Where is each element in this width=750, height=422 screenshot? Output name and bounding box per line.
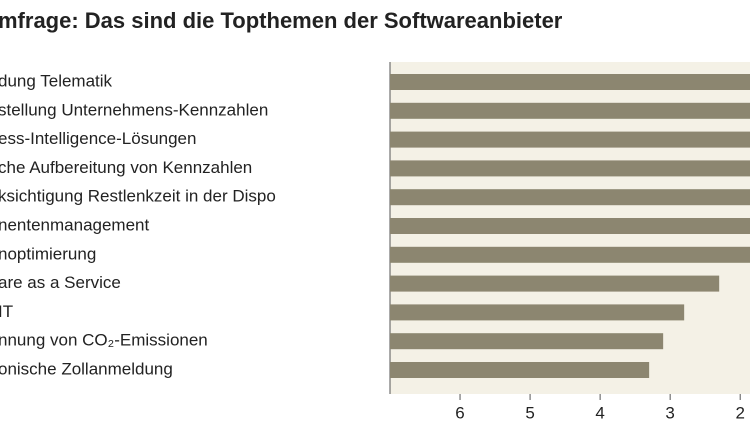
category-label: ess-Intelligence-Lösungen — [0, 129, 196, 148]
category-label: che Aufbereitung von Kennzahlen — [0, 158, 252, 177]
bar — [390, 362, 650, 378]
category-label: noptimierung — [0, 244, 96, 263]
bar — [390, 246, 750, 263]
chart-title: mfrage: Das sind die Topthemen der Softw… — [0, 8, 563, 33]
bar — [390, 74, 750, 90]
x-tick-label: 2 — [735, 403, 744, 422]
bar — [390, 218, 750, 234]
bar — [390, 304, 685, 321]
category-label: nentenmanagement — [0, 215, 150, 234]
x-tick-label: 6 — [455, 403, 464, 422]
bar — [390, 333, 664, 350]
category-label: ksichtigung Restlenkzeit in der Dispo — [0, 187, 276, 206]
category-label: IT — [0, 302, 13, 321]
bar — [390, 102, 750, 119]
bar — [390, 189, 750, 206]
bar — [390, 131, 750, 148]
x-tick-label: 4 — [595, 403, 604, 422]
category-label: onische Zollanmeldung — [0, 359, 173, 378]
category-label: nnung von CO₂-Emissionen — [0, 331, 208, 350]
category-label: stellung Unternehmens-Kennzahlen — [0, 100, 268, 119]
bar — [390, 160, 750, 177]
x-tick-label: 5 — [525, 403, 534, 422]
category-label: dung Telematik — [0, 71, 113, 90]
category-label: are as a Service — [0, 273, 121, 292]
bar — [390, 275, 720, 292]
x-tick-label: 3 — [665, 403, 674, 422]
